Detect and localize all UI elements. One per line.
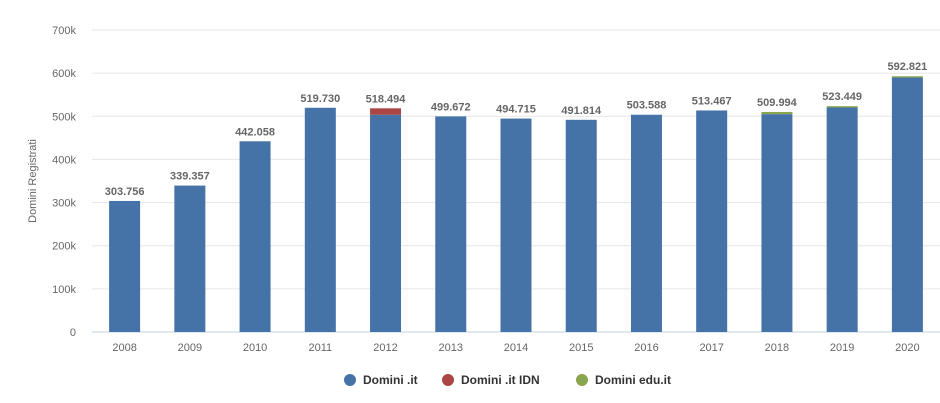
y-axis: 0 100k 200k 300k 400k 500k 600k 700k [52, 25, 76, 339]
x-tick-label: 2013 [439, 342, 463, 354]
legend: Domini .it Domini .it IDN Domini edu.it [344, 373, 671, 387]
bar-segment[interactable] [174, 185, 206, 332]
y-tick-label: 200k [52, 241, 76, 253]
data-label: 509.994 [757, 97, 798, 109]
x-axis: 2008 2009 2010 2011 2012 2013 2014 2015 2016 2017… [112, 342, 919, 354]
x-tick-label: 2008 [112, 342, 136, 354]
bar-segment[interactable] [761, 111, 793, 115]
legend-item[interactable]: Domini .it [344, 373, 418, 387]
bar-segment[interactable] [435, 116, 467, 333]
x-tick-label: 2014 [504, 342, 528, 354]
data-labels: 303.756 339.357 442.058 519.730 518.494 499.6… [105, 61, 928, 198]
bar-segment[interactable] [239, 141, 271, 332]
bar-segment[interactable] [826, 106, 858, 108]
y-tick-label: 500k [52, 111, 76, 123]
x-tick-label: 2016 [634, 342, 658, 354]
y-axis-title: Domini Registrati [27, 139, 39, 223]
x-tick-label: 2010 [243, 342, 267, 354]
data-label: 519.730 [300, 93, 340, 105]
bars [109, 76, 923, 333]
y-tick-label: 400k [52, 154, 76, 166]
data-label: 513.467 [692, 95, 732, 107]
bar-segment[interactable] [761, 114, 793, 332]
y-tick-label: 0 [70, 327, 76, 339]
legend-marker [442, 374, 454, 386]
data-label: 503.588 [627, 100, 667, 112]
legend-item[interactable]: Domini .it IDN [442, 373, 540, 387]
legend-item[interactable]: Domini edu.it [576, 373, 671, 387]
bar-segment[interactable] [565, 119, 597, 333]
x-tick-label: 2017 [699, 342, 723, 354]
y-tick-label: 100k [52, 284, 76, 296]
x-tick-label: 2020 [895, 342, 919, 354]
data-label: 303.756 [105, 186, 145, 198]
x-tick-label: 2015 [569, 342, 593, 354]
x-tick-label: 2009 [178, 342, 202, 354]
legend-label: Domini edu.it [595, 373, 671, 387]
x-tick-label: 2018 [765, 342, 789, 354]
x-tick-label: 2012 [373, 342, 397, 354]
bar-segment[interactable] [696, 110, 728, 332]
x-tick-label: 2019 [830, 342, 854, 354]
legend-marker [576, 374, 588, 386]
bar-segment[interactable] [891, 76, 923, 78]
data-label: 442.058 [235, 126, 275, 138]
y-tick-label: 700k [52, 25, 76, 37]
bar-segment[interactable] [500, 118, 532, 332]
legend-label: Domini .it IDN [461, 373, 540, 387]
bar-segment[interactable] [891, 77, 923, 333]
data-label: 523.449 [822, 91, 862, 103]
data-label: 494.715 [496, 104, 536, 116]
legend-label: Domini .it [363, 373, 418, 387]
data-label: 592.821 [888, 61, 928, 73]
bar-segment[interactable] [826, 107, 858, 332]
data-label: 339.357 [170, 171, 210, 183]
y-tick-label: 300k [52, 198, 76, 210]
bar-segment[interactable] [304, 107, 336, 333]
bar-segment[interactable] [370, 108, 402, 115]
y-tick-label: 600k [52, 68, 76, 80]
data-label: 518.494 [366, 93, 407, 105]
x-tick-label: 2011 [308, 342, 332, 354]
bar-segment[interactable] [109, 200, 141, 332]
legend-marker [344, 374, 356, 386]
bar-segment[interactable] [630, 114, 662, 332]
data-label: 491.814 [561, 105, 602, 117]
data-label: 499.672 [431, 101, 471, 113]
bar-segment[interactable] [370, 114, 402, 332]
